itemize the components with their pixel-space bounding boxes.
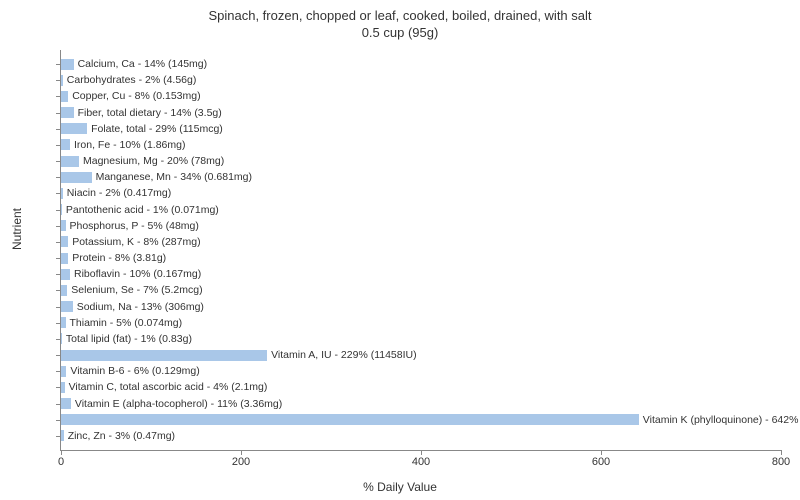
- nutrient-bar: [61, 123, 87, 134]
- nutrient-bar-label: Potassium, K - 8% (287mg): [68, 234, 200, 250]
- nutrient-bar-label: Vitamin A, IU - 229% (11458IU): [267, 347, 417, 363]
- nutrient-bar: [61, 269, 70, 280]
- nutrient-bar-label: Zinc, Zn - 3% (0.47mg): [64, 428, 175, 444]
- nutrient-bar-label: Vitamin C, total ascorbic acid - 4% (2.1…: [65, 379, 268, 395]
- nutrient-bar: [61, 91, 68, 102]
- nutrient-bar-label: Vitamin B-6 - 6% (0.129mg): [66, 363, 199, 379]
- x-tick-label: 0: [58, 456, 64, 468]
- nutrient-bar: [61, 59, 74, 70]
- nutrient-bar-label: Phosphorus, P - 5% (48mg): [66, 218, 199, 234]
- nutrient-bar: [61, 156, 79, 167]
- chart-title-line2: 0.5 cup (95g): [362, 25, 439, 40]
- nutrient-bar-label: Iron, Fe - 10% (1.86mg): [70, 137, 185, 153]
- nutrient-bar: [61, 253, 68, 264]
- nutrient-bar: [61, 414, 639, 425]
- nutrient-bar-label: Riboflavin - 10% (0.167mg): [70, 266, 201, 282]
- x-tick-label: 400: [412, 456, 430, 468]
- x-tick-label: 600: [592, 456, 610, 468]
- nutrient-bar: [61, 139, 70, 150]
- nutrient-bar-label: Selenium, Se - 7% (5.2mcg): [67, 282, 202, 298]
- nutrient-bar-label: Copper, Cu - 8% (0.153mg): [68, 88, 200, 104]
- nutrient-bar-label: Vitamin K (phylloquinone) - 642% (513.7m…: [639, 412, 800, 428]
- nutrient-bar: [61, 236, 68, 247]
- nutrient-bar-label: Thiamin - 5% (0.074mg): [66, 315, 183, 331]
- x-tick-label: 200: [232, 456, 250, 468]
- nutrient-bar-label: Pantothenic acid - 1% (0.071mg): [62, 202, 219, 218]
- nutrient-bar: [61, 107, 74, 118]
- nutrient-bar: [61, 301, 73, 312]
- nutrient-bar: [61, 398, 71, 409]
- nutrient-bar-label: Niacin - 2% (0.417mg): [63, 185, 171, 201]
- x-tick-label: 800: [772, 456, 790, 468]
- y-axis-label: Nutrient: [10, 208, 24, 250]
- nutrient-bar-label: Manganese, Mn - 34% (0.681mg): [92, 169, 252, 185]
- nutrient-bar-label: Magnesium, Mg - 20% (78mg): [79, 153, 224, 169]
- nutrient-bar-label: Carbohydrates - 2% (4.56g): [63, 72, 197, 88]
- plot-area: 0200400600800Calcium, Ca - 14% (145mg)Ca…: [60, 50, 781, 451]
- nutrient-bar-label: Protein - 8% (3.81g): [68, 250, 166, 266]
- x-tick-mark: [781, 450, 782, 455]
- chart-title-line1: Spinach, frozen, chopped or leaf, cooked…: [208, 8, 591, 23]
- x-tick-mark: [241, 450, 242, 455]
- nutrient-bar-label: Fiber, total dietary - 14% (3.5g): [74, 105, 222, 121]
- nutrient-bar-label: Folate, total - 29% (115mcg): [87, 121, 223, 137]
- nutrient-bar-label: Sodium, Na - 13% (306mg): [73, 299, 204, 315]
- x-tick-mark: [601, 450, 602, 455]
- x-tick-mark: [61, 450, 62, 455]
- nutrient-bar: [61, 172, 92, 183]
- nutrient-bar-label: Vitamin E (alpha-tocopherol) - 11% (3.36…: [71, 396, 282, 412]
- nutrient-bar: [61, 350, 267, 361]
- x-tick-mark: [421, 450, 422, 455]
- x-axis-label: % Daily Value: [0, 480, 800, 494]
- chart-title: Spinach, frozen, chopped or leaf, cooked…: [0, 0, 800, 42]
- nutrient-bar-label: Total lipid (fat) - 1% (0.83g): [62, 331, 192, 347]
- nutrient-bar-label: Calcium, Ca - 14% (145mg): [74, 56, 208, 72]
